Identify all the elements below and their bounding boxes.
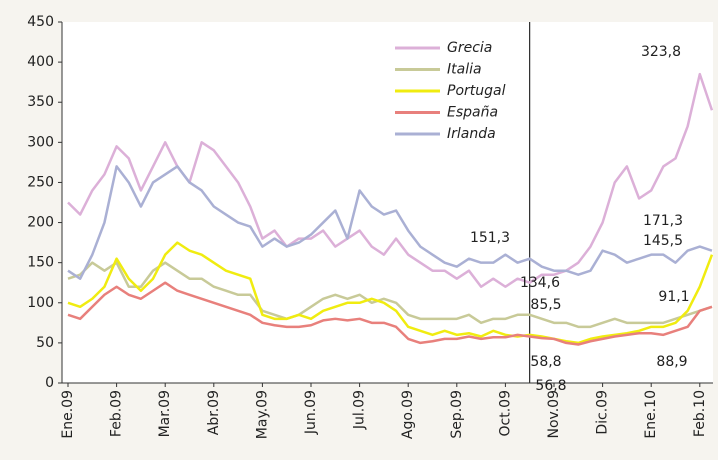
- x-tick-label: Jun.09: [303, 390, 319, 435]
- x-tick-label: Feb.10: [692, 390, 708, 437]
- y-tick-label: 0: [45, 375, 54, 391]
- y-tick-label: 100: [27, 295, 54, 311]
- series-line: [67, 165, 713, 280]
- annotation: 85,5: [530, 297, 561, 313]
- x-tick-label: Oct.09: [497, 390, 513, 436]
- y-tick-label: 150: [27, 255, 54, 271]
- series-line: [67, 241, 714, 345]
- x-tick-label: Ago.09: [400, 390, 416, 439]
- x-tick-label: Sep.09: [449, 390, 465, 439]
- x-tick-label: Mar.09: [157, 390, 173, 437]
- x-tick-label: Abr.09: [206, 390, 222, 435]
- y-tick-label: 50: [36, 335, 54, 351]
- y-tick-label: 400: [27, 54, 54, 70]
- legend-label: Italia: [447, 62, 482, 78]
- y-tick-label: 450: [27, 14, 54, 30]
- x-tick-label: Feb.09: [109, 390, 125, 437]
- series-line: [67, 281, 713, 346]
- legend-label: España: [447, 105, 498, 121]
- x-tick-label: May.09: [254, 390, 270, 439]
- y-tick-label: 300: [27, 134, 54, 150]
- annotation: 171,3: [643, 213, 683, 229]
- annotation: 134,6: [520, 275, 560, 291]
- legend-label: Portugal: [447, 83, 506, 99]
- series-line: [67, 261, 713, 329]
- annotation: 323,8: [641, 44, 681, 60]
- annotation: 58,8: [530, 354, 561, 370]
- y-tick-label: 250: [27, 174, 54, 190]
- annotation: 91,1: [658, 289, 689, 305]
- x-tick-label: Jul.09: [352, 390, 368, 430]
- legend-label: Irlanda: [447, 126, 496, 142]
- series-line: [67, 72, 714, 288]
- annotation: 151,3: [470, 230, 510, 246]
- x-tick-label: Nov.09: [546, 390, 562, 439]
- annotation: 145,5: [643, 233, 683, 249]
- annotation: 56,8: [535, 378, 566, 394]
- annotation: 88,9: [656, 354, 687, 370]
- y-tick-label: 200: [27, 215, 54, 231]
- y-tick-label: 350: [27, 94, 54, 110]
- x-tick-label: Dic.09: [595, 390, 611, 435]
- legend-label: Grecia: [447, 40, 492, 56]
- plot-area: [62, 22, 713, 383]
- x-tick-label: Ene.10: [643, 390, 659, 439]
- x-tick-label: Ene.09: [60, 390, 76, 439]
